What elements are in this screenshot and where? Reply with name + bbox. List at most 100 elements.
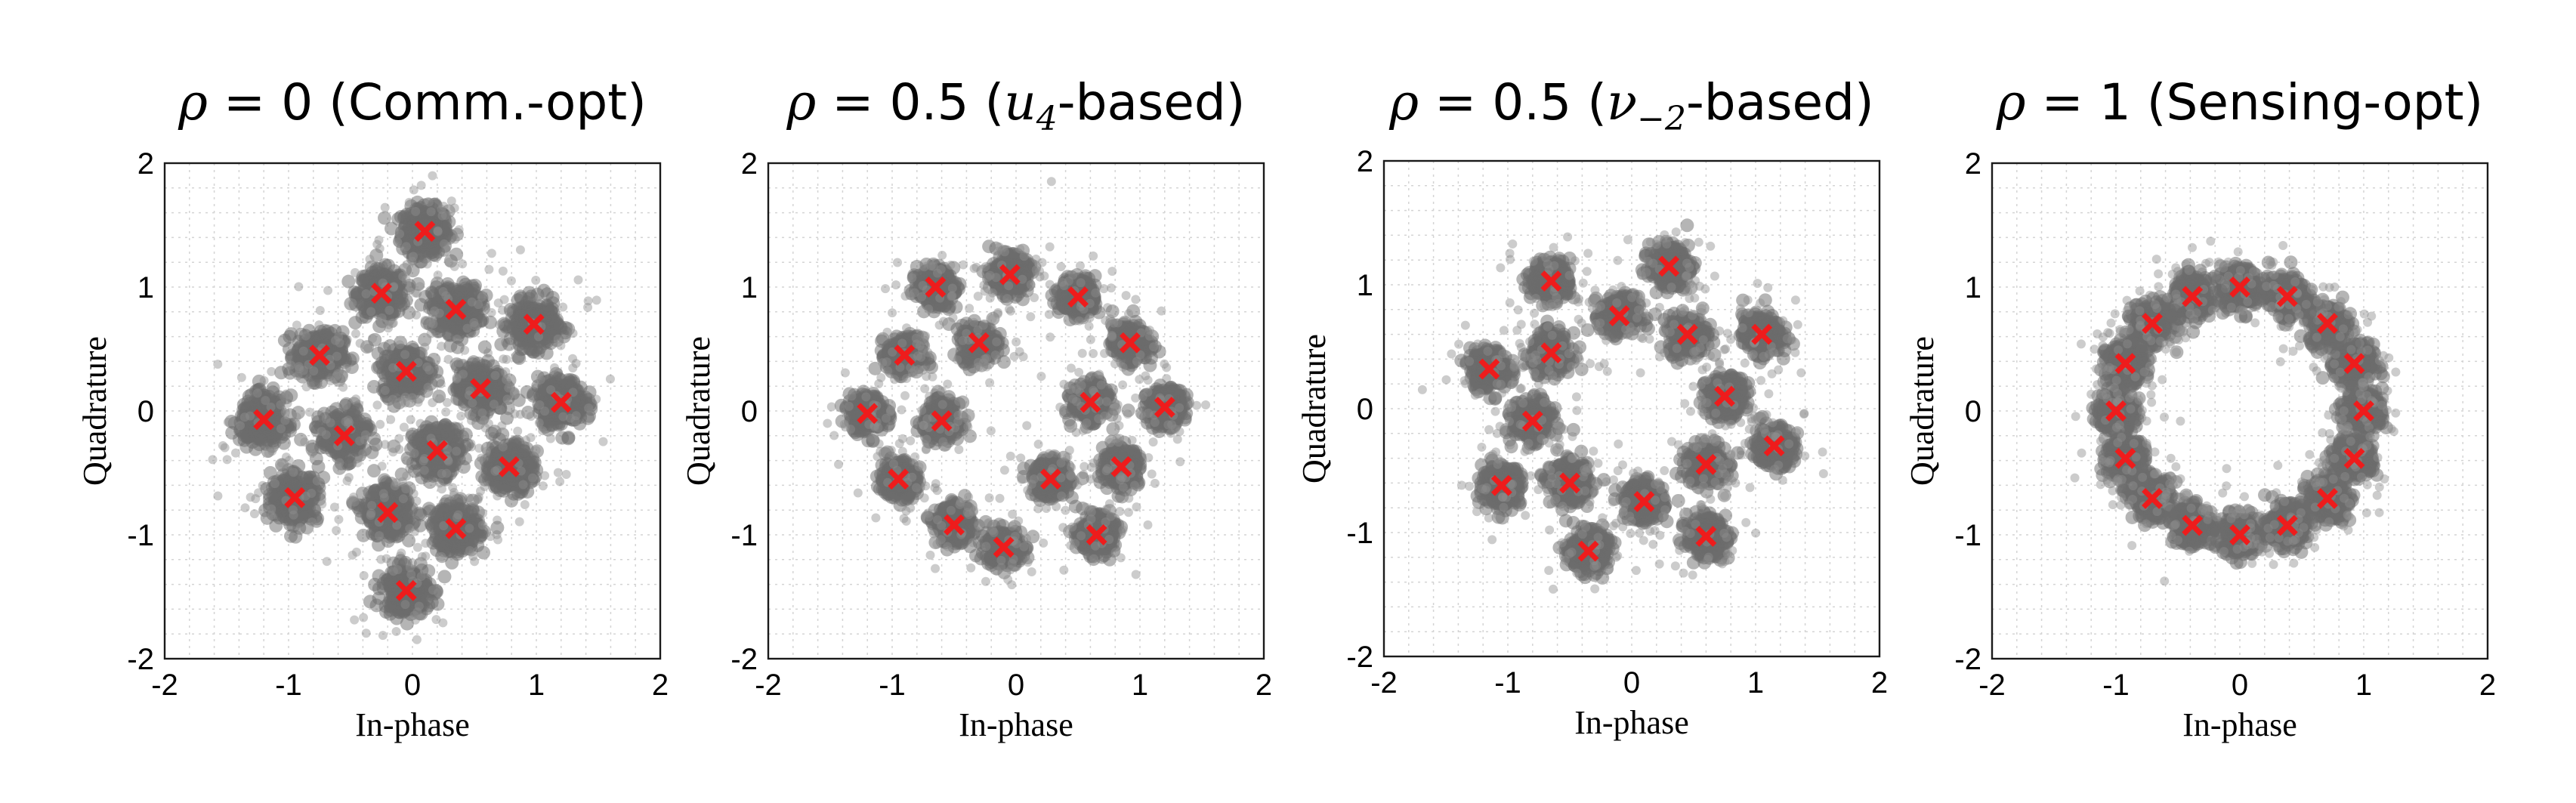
- noise-sample: [274, 366, 289, 380]
- noise-sample-outlier: [380, 440, 390, 449]
- noise-sample-outlier: [365, 255, 375, 264]
- noise-sample-outlier: [401, 242, 411, 252]
- noise-sample-outlier: [375, 419, 385, 429]
- noise-sample-outlier: [515, 245, 525, 255]
- noise-sample: [357, 528, 371, 542]
- noise-sample-outlier: [450, 234, 460, 244]
- noise-sample-outlier: [484, 264, 494, 274]
- noise-sample-outlier: [555, 477, 565, 486]
- noise-sample-outlier: [420, 342, 430, 352]
- noise-sample-outlier: [440, 239, 449, 249]
- noise-sample-outlier: [267, 446, 277, 456]
- noise-sample-outlier: [520, 500, 530, 510]
- noise-sample-outlier: [504, 307, 514, 317]
- noise-sample-outlier: [531, 276, 541, 286]
- noise-sample-outlier: [372, 400, 382, 410]
- noise-sample-outlier: [289, 468, 298, 477]
- noise-sample-outlier: [399, 422, 409, 432]
- noise-sample-outlier: [458, 259, 468, 269]
- noise-sample-outlier: [295, 364, 304, 374]
- noise-sample-outlier: [326, 418, 335, 428]
- noise-sample-outlier: [456, 411, 466, 421]
- noise-sample-outlier: [545, 434, 555, 443]
- noise-sample-outlier: [329, 502, 339, 512]
- noise-sample-outlier: [334, 332, 344, 342]
- noise-sample-outlier: [534, 292, 544, 302]
- noise-sample-outlier: [501, 367, 511, 377]
- noise-sample-outlier: [422, 259, 432, 269]
- noise-sample-outlier: [402, 260, 412, 270]
- noise-sample-outlier: [322, 557, 332, 567]
- noise-sample-outlier: [486, 249, 496, 258]
- noise-sample-outlier: [536, 375, 545, 385]
- noise-sample-outlier: [535, 400, 545, 409]
- noise-sample-outlier: [549, 363, 559, 372]
- noise-sample-outlier: [351, 267, 360, 277]
- noise-sample-outlier: [246, 493, 255, 502]
- noise-sample-outlier: [307, 517, 317, 527]
- noise-sample-outlier: [413, 397, 423, 407]
- noise-sample-outlier: [558, 302, 568, 312]
- noise-sample-outlier: [393, 237, 403, 247]
- noise-sample-outlier: [459, 369, 468, 379]
- noise-sample-outlier: [220, 443, 230, 452]
- noise-sample-outlier: [360, 435, 369, 445]
- noise-sample-outlier: [377, 313, 387, 323]
- noise-sample: [473, 366, 487, 380]
- noise-sample-outlier: [571, 411, 581, 421]
- noise-sample: [232, 432, 246, 446]
- noise-sample-outlier: [380, 202, 390, 212]
- noise-sample-outlier: [469, 317, 479, 327]
- noise-sample: [483, 315, 498, 329]
- noise-sample-outlier: [419, 465, 429, 475]
- noise-sample-outlier: [385, 305, 394, 315]
- noise-sample-outlier: [298, 346, 308, 356]
- noise-sample-outlier: [502, 375, 511, 385]
- noise-sample-outlier: [493, 298, 503, 308]
- noise-sample-outlier: [236, 421, 246, 431]
- grid-lines: [165, 163, 660, 659]
- noise-sample-outlier: [441, 407, 451, 417]
- noise-sample-outlier: [510, 409, 520, 418]
- noise-sample-outlier: [558, 412, 568, 422]
- noise-sample-outlier: [467, 415, 477, 425]
- noise-sample: [424, 246, 438, 260]
- noise-sample-outlier: [394, 444, 404, 454]
- noise-sample-outlier: [213, 360, 223, 369]
- noise-sample-outlier: [442, 468, 452, 478]
- noise-sample-outlier: [375, 531, 385, 541]
- noise-sample-outlier: [252, 388, 262, 398]
- noise-sample-outlier: [367, 334, 377, 344]
- noise-sample-outlier: [568, 329, 578, 338]
- noise-sample-outlier: [495, 320, 505, 329]
- noise-sample-outlier: [361, 289, 371, 298]
- noise-sample-outlier: [411, 207, 421, 217]
- noise-sample-outlier: [490, 371, 500, 381]
- noise-sample: [263, 465, 277, 480]
- noise-sample: [561, 431, 576, 446]
- noise-sample-outlier: [230, 448, 240, 458]
- noise-sample: [477, 340, 492, 354]
- noise-sample-outlier: [538, 481, 548, 491]
- noise-sample: [430, 420, 444, 434]
- noise-sample-outlier: [430, 306, 440, 316]
- noise-sample-outlier: [534, 418, 544, 428]
- noise-sample-outlier: [521, 435, 531, 445]
- noise-sample-outlier: [358, 449, 368, 459]
- noise-sample: [506, 477, 520, 491]
- noise-sample-outlier: [583, 302, 593, 312]
- noise-sample-outlier: [438, 287, 448, 297]
- noise-sample-outlier: [467, 297, 477, 307]
- noise-sample-outlier: [286, 360, 295, 370]
- noise-sample-outlier: [412, 310, 422, 320]
- noise-sample-outlier: [531, 446, 541, 456]
- noise-sample-outlier: [213, 491, 223, 501]
- noise-sample-outlier: [347, 550, 357, 560]
- noise-sample-outlier: [540, 471, 550, 480]
- noise-sample-outlier: [426, 329, 436, 338]
- noise-sample-outlier: [388, 394, 397, 404]
- noise-sample-outlier: [433, 227, 443, 236]
- noise-sample-outlier: [426, 207, 436, 217]
- noise-sample: [551, 317, 565, 331]
- noise-sample: [490, 480, 505, 495]
